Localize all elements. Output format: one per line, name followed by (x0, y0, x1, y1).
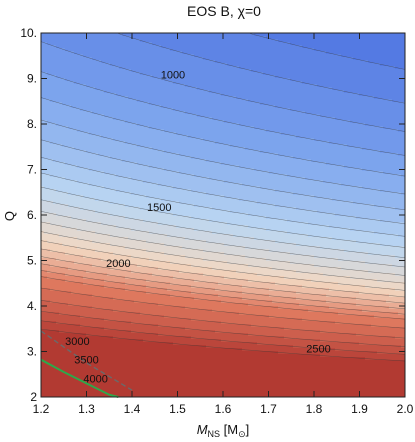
y-tick-label: 3. (27, 345, 37, 359)
contour-line (40, 256, 406, 304)
contour-line (40, 240, 406, 291)
contour-line (40, 328, 406, 362)
contour-line (118, 33, 406, 104)
contour-line (40, 300, 406, 339)
contour-line (40, 199, 406, 258)
x-tick-label: 2.0 (397, 402, 414, 416)
contour-line (40, 71, 406, 156)
y-tick-label: 5. (27, 254, 37, 268)
y-tick-label: 7. (27, 163, 37, 177)
contour-line (40, 172, 406, 237)
x-axis-label-unit-open: [M (220, 422, 238, 437)
x-axis-label: MNS [M⊙] (197, 422, 250, 439)
contour-label: 3500 (74, 355, 98, 367)
contour-lines (40, 33, 406, 362)
contour-line (40, 320, 406, 355)
contour-line (40, 310, 406, 348)
contour-label: 2000 (106, 258, 130, 270)
contour-line (40, 41, 406, 132)
x-axis-label-unit-sub: ⊙ (238, 429, 246, 439)
contour-line (40, 248, 406, 298)
contour-line (40, 186, 406, 248)
y-tick-label: 10. (20, 26, 37, 40)
x-tick-label: 1.7 (260, 402, 277, 416)
contour-line (40, 211, 406, 268)
contour-line (40, 97, 406, 177)
contour-line (40, 270, 406, 315)
x-tick-label: 1.6 (215, 402, 232, 416)
y-tick-label: 4. (27, 299, 37, 313)
contour-line (40, 139, 406, 211)
contour-label: 2500 (306, 343, 330, 355)
x-tick-label: 1.5 (169, 402, 186, 416)
green-line (40, 358, 119, 398)
contour-label: 4000 (83, 373, 107, 385)
y-tick-label: 9. (27, 72, 37, 86)
contour-line (40, 221, 406, 276)
contour-line (40, 231, 406, 284)
x-axis-label-sub: NS (208, 429, 221, 439)
y-axis-label: Q (2, 211, 17, 221)
dashed-line (40, 330, 133, 391)
contour-label: 1500 (147, 202, 171, 214)
chart-title: EOS B, χ=0 (187, 3, 261, 19)
x-axis-label-unit-close: ] (246, 422, 250, 437)
x-tick-label: 1.3 (78, 402, 95, 416)
x-tick-label: 1.2 (33, 402, 50, 416)
x-tick-label: 1.4 (124, 402, 141, 416)
y-tick-label: 8. (27, 117, 37, 131)
contour-line (40, 156, 406, 225)
contour-line (40, 119, 406, 195)
contour-label: 3000 (65, 336, 89, 348)
contour-line (250, 33, 406, 70)
contour-line (40, 263, 406, 310)
x-axis-label-main: M (197, 422, 208, 437)
contour-label: 1000 (161, 69, 185, 81)
x-tick-label: 1.9 (351, 402, 368, 416)
plot-area: 1000 1500 2000 2500 3000 3500 4000 1.2 1.3 1.4 1.5… (20, 26, 413, 416)
y-tick-label: 6. (27, 208, 37, 222)
contour-line (40, 287, 406, 329)
contour-line (40, 276, 406, 320)
x-tick-label: 1.8 (306, 402, 323, 416)
y-tick-label: 2 (30, 390, 37, 404)
